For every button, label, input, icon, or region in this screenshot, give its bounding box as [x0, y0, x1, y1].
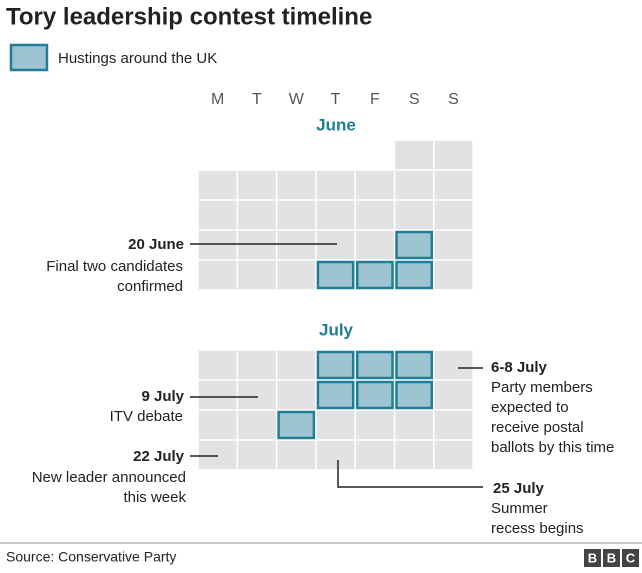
- weekday-label: T: [252, 91, 262, 108]
- day-cell: [238, 200, 276, 230]
- day-cell: [434, 380, 473, 410]
- day-cell: [198, 230, 237, 260]
- day-cell: [355, 230, 394, 260]
- logo-box: [584, 549, 601, 567]
- annotation-date: 22 July: [133, 448, 185, 465]
- hustings-cell: [316, 350, 355, 380]
- annotation-text: ITV debate: [110, 408, 183, 425]
- day-cell: [198, 170, 237, 200]
- day-cell: [434, 260, 473, 290]
- day-cell: [434, 200, 473, 230]
- day-cell: [277, 260, 316, 290]
- weekday-label: S: [448, 91, 459, 108]
- day-cell: [238, 350, 276, 380]
- day-cell: [238, 440, 276, 470]
- logo-box: [603, 549, 620, 567]
- hustings-cell: [355, 350, 394, 380]
- title: Tory leadership contest timeline: [6, 3, 372, 30]
- annotation-date: 6-8 July: [491, 359, 548, 376]
- logo-box: [622, 549, 639, 567]
- day-cell: [434, 230, 473, 260]
- hustings-cell: [395, 260, 434, 290]
- day-cell: [238, 380, 276, 410]
- weekday-label: F: [370, 91, 380, 108]
- weekday-label: T: [331, 91, 341, 108]
- hustings-cell: [316, 380, 355, 410]
- day-cell: [395, 440, 434, 470]
- day-cell: [198, 260, 237, 290]
- day-cell: [355, 410, 394, 440]
- day-cell: [238, 230, 276, 260]
- day-cell: [277, 380, 316, 410]
- day-cell: [198, 200, 237, 230]
- day-cell: [277, 170, 316, 200]
- day-cell: [395, 140, 434, 170]
- day-cell: [277, 350, 316, 380]
- day-cell: [277, 230, 316, 260]
- weekday-label: M: [211, 91, 224, 108]
- day-cell: [277, 200, 316, 230]
- calendar: [198, 140, 473, 470]
- annotation-text: receive postal: [491, 419, 584, 436]
- day-cell: [316, 170, 355, 200]
- day-cell: [395, 410, 434, 440]
- leader-line: [337, 460, 483, 488]
- day-cell: [316, 200, 355, 230]
- hustings-cell: [316, 260, 355, 290]
- day-cell: [395, 200, 434, 230]
- annotation-text: ballots by this time: [491, 439, 614, 456]
- day-cell: [355, 200, 394, 230]
- hustings-cell: [395, 230, 434, 260]
- hustings-cell: [355, 260, 394, 290]
- annotation-date: 20 June: [128, 236, 184, 253]
- annotation-text: Party members: [491, 379, 593, 396]
- day-cell: [198, 350, 237, 380]
- logo-letter: B: [588, 550, 597, 565]
- day-cell: [434, 350, 473, 380]
- day-cell: [277, 440, 316, 470]
- day-cell: [434, 410, 473, 440]
- annotation-text: Summer: [491, 500, 548, 517]
- annotation-text: this week: [123, 489, 186, 506]
- annotation-text: expected to: [491, 399, 569, 416]
- hustings-cell: [395, 380, 434, 410]
- day-cell: [395, 170, 434, 200]
- month-label: June: [316, 115, 356, 134]
- logo-letter: B: [607, 550, 616, 565]
- weekday-label: W: [289, 91, 305, 108]
- day-cell: [198, 380, 237, 410]
- day-cell: [238, 260, 276, 290]
- annotation-text: Final two candidates: [46, 258, 183, 275]
- weekday-label: S: [409, 91, 420, 108]
- source: Source: Conservative Party: [6, 549, 176, 565]
- day-cell: [316, 230, 355, 260]
- day-cell: [434, 170, 473, 200]
- day-cell: [434, 140, 473, 170]
- legend-swatch: [9, 43, 49, 72]
- day-cell: [355, 440, 394, 470]
- day-cell: [355, 170, 394, 200]
- annotation-date: 25 July: [493, 480, 545, 497]
- annotation-date: 9 July: [141, 388, 184, 405]
- hustings-cell: [277, 410, 316, 440]
- hustings-cell: [395, 350, 434, 380]
- day-cell: [198, 440, 237, 470]
- annotation-text: confirmed: [117, 278, 183, 295]
- month-label: July: [319, 320, 354, 339]
- annotation-text: New leader announced: [32, 469, 186, 486]
- day-cell: [316, 440, 355, 470]
- day-cell: [238, 410, 276, 440]
- day-cell: [316, 410, 355, 440]
- day-cell: [198, 410, 237, 440]
- day-cell: [238, 170, 276, 200]
- logo-letter: C: [626, 550, 636, 565]
- annotation-text: recess begins: [491, 520, 584, 537]
- hustings-cell: [355, 380, 394, 410]
- legend-label: Hustings around the UK: [58, 50, 217, 67]
- day-cell: [434, 440, 473, 470]
